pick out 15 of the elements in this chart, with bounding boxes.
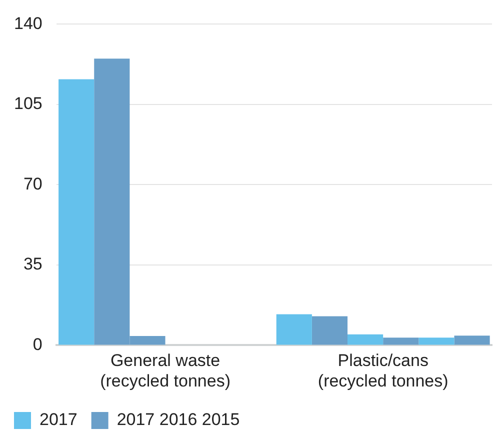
bar	[276, 314, 312, 345]
bar	[58, 79, 94, 345]
legend-label: 2017 2016 2015	[116, 410, 240, 430]
y-tick-label: 105	[14, 94, 42, 114]
bar	[312, 316, 348, 345]
bar	[454, 336, 490, 345]
x-tick-label: Plastic/cans (recycled tonnes)	[318, 351, 448, 390]
y-tick-label: 0	[32, 334, 42, 354]
legend-label: 2017	[40, 410, 78, 430]
x-tick-label: General waste (recycled tonnes)	[100, 351, 230, 390]
bar	[383, 338, 419, 345]
y-tick-label: 35	[23, 254, 42, 274]
y-tick-label: 70	[23, 174, 42, 194]
bar	[418, 338, 454, 345]
y-tick-label: 140	[14, 14, 42, 33]
